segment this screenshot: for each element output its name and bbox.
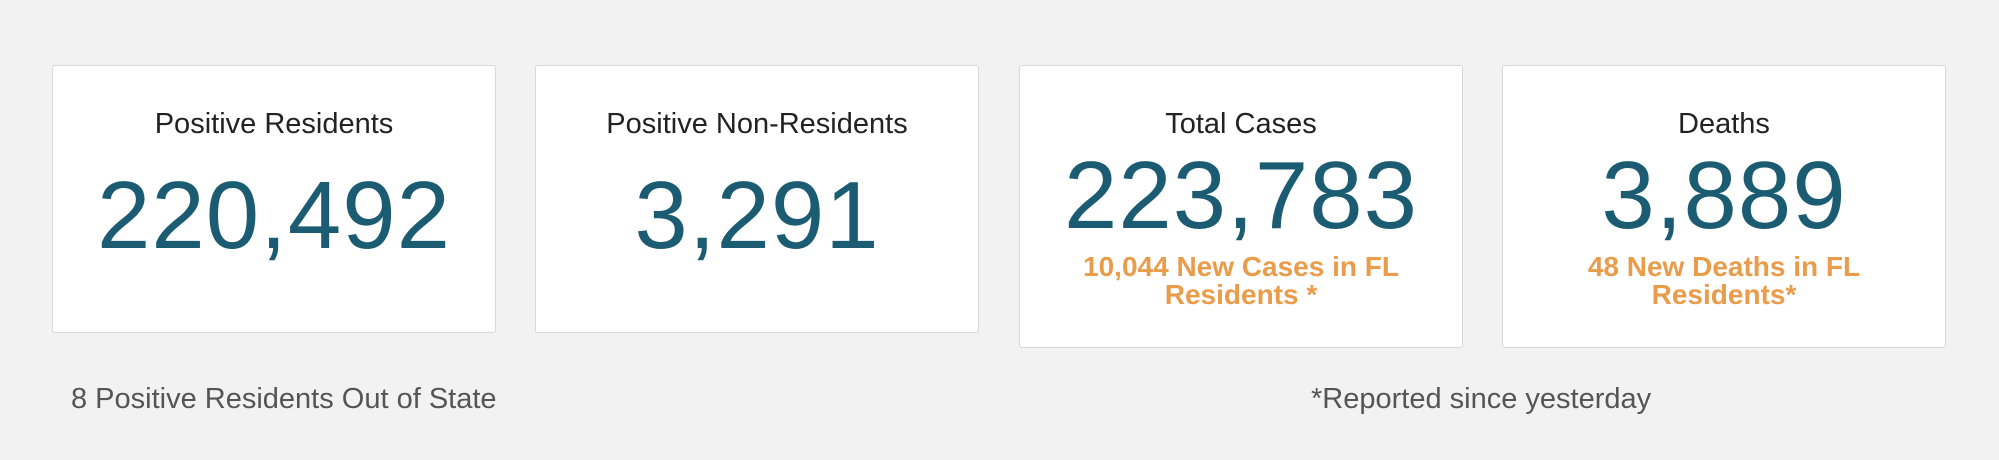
card-value: 220,492 — [96, 162, 451, 269]
card-value: 3,889 — [1601, 142, 1847, 249]
card: Positive Residents 220,492 — [52, 65, 496, 333]
card: Deaths 3,889 48 New Deaths in FL Residen… — [1502, 65, 1946, 348]
card-title: Positive Residents — [154, 108, 394, 140]
card-title: Deaths — [1678, 108, 1770, 140]
card-value: 223,783 — [1063, 142, 1418, 249]
card-value: 3,291 — [634, 162, 880, 269]
card-note: 10,044 New Cases in FL Residents * — [1083, 251, 1399, 310]
card-title: Total Cases — [1165, 108, 1317, 140]
footer-note: *Reported since yesterday — [1311, 383, 1652, 415]
footer-note: 8 Positive Residents Out of State — [71, 383, 497, 415]
card: Total Cases 223,783 10,044 New Cases in … — [1019, 65, 1463, 348]
card-title: Positive Non-Residents — [606, 108, 908, 140]
card-note: 48 New Deaths in FL Residents* — [1587, 251, 1861, 310]
card: Positive Non-Residents 3,291 — [535, 65, 979, 333]
